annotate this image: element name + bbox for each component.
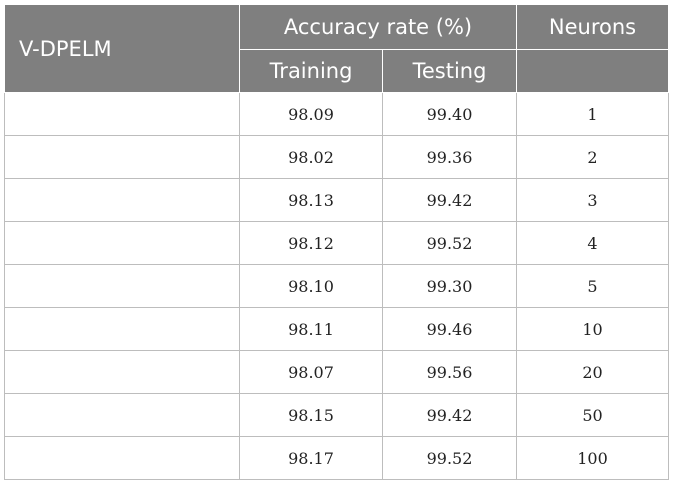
table-row: 98.07 99.56 20 bbox=[4, 350, 670, 394]
training-cell: 98.11 bbox=[239, 307, 383, 351]
testing-cell: 99.36 bbox=[381, 135, 518, 179]
testing-cell: 99.40 bbox=[381, 92, 518, 136]
training-cell: 98.02 bbox=[239, 135, 383, 179]
neurons-cell: 5 bbox=[516, 264, 670, 308]
method-cell bbox=[4, 393, 240, 437]
training-cell: 98.07 bbox=[239, 350, 383, 394]
testing-cell: 99.52 bbox=[381, 436, 518, 480]
table-row: 98.15 99.42 50 bbox=[4, 393, 670, 437]
method-cell bbox=[4, 436, 240, 480]
table-row: 98.17 99.52 100 bbox=[4, 436, 670, 480]
method-cell bbox=[4, 221, 240, 265]
testing-cell: 99.56 bbox=[381, 350, 518, 394]
results-table: V-DPELM Accuracy rate (%) Neurons Traini… bbox=[4, 4, 670, 480]
table-row: 98.09 99.40 1 bbox=[4, 92, 670, 136]
accuracy-group-header: Accuracy rate (%) bbox=[238, 4, 518, 50]
training-cell: 98.17 bbox=[239, 436, 383, 480]
neurons-cell: 1 bbox=[516, 92, 670, 136]
testing-cell: 99.42 bbox=[381, 178, 518, 222]
training-cell: 98.09 bbox=[239, 92, 383, 136]
training-header: Training bbox=[239, 49, 383, 93]
table-body: 98.09 99.40 1 98.02 99.36 2 98.13 99.42 … bbox=[4, 92, 670, 480]
training-cell: 98.12 bbox=[239, 221, 383, 265]
method-cell bbox=[4, 135, 240, 179]
table-row: 98.10 99.30 5 bbox=[4, 264, 670, 308]
neurons-subheader-empty bbox=[516, 49, 670, 93]
method-header: V-DPELM bbox=[4, 4, 240, 93]
testing-cell: 99.52 bbox=[381, 221, 518, 265]
training-cell: 98.15 bbox=[239, 393, 383, 437]
method-cell bbox=[4, 264, 240, 308]
testing-header: Testing bbox=[381, 49, 518, 93]
method-cell bbox=[4, 307, 240, 351]
testing-cell: 99.46 bbox=[381, 307, 518, 351]
table-row: 98.02 99.36 2 bbox=[4, 135, 670, 179]
neurons-cell: 10 bbox=[516, 307, 670, 351]
neurons-header: Neurons bbox=[516, 4, 670, 50]
training-cell: 98.10 bbox=[239, 264, 383, 308]
table-header: V-DPELM Accuracy rate (%) Neurons Traini… bbox=[4, 4, 670, 93]
neurons-cell: 4 bbox=[516, 221, 670, 265]
neurons-cell: 20 bbox=[516, 350, 670, 394]
method-cell bbox=[4, 178, 240, 222]
method-cell bbox=[4, 350, 240, 394]
table-row: 98.12 99.52 4 bbox=[4, 221, 670, 265]
table-row: 98.11 99.46 10 bbox=[4, 307, 670, 351]
neurons-cell: 50 bbox=[516, 393, 670, 437]
testing-cell: 99.42 bbox=[381, 393, 518, 437]
neurons-cell: 3 bbox=[516, 178, 670, 222]
neurons-cell: 100 bbox=[516, 436, 670, 480]
method-cell bbox=[4, 92, 240, 136]
training-cell: 98.13 bbox=[239, 178, 383, 222]
testing-cell: 99.30 bbox=[381, 264, 518, 308]
neurons-cell: 2 bbox=[516, 135, 670, 179]
table-row: 98.13 99.42 3 bbox=[4, 178, 670, 222]
